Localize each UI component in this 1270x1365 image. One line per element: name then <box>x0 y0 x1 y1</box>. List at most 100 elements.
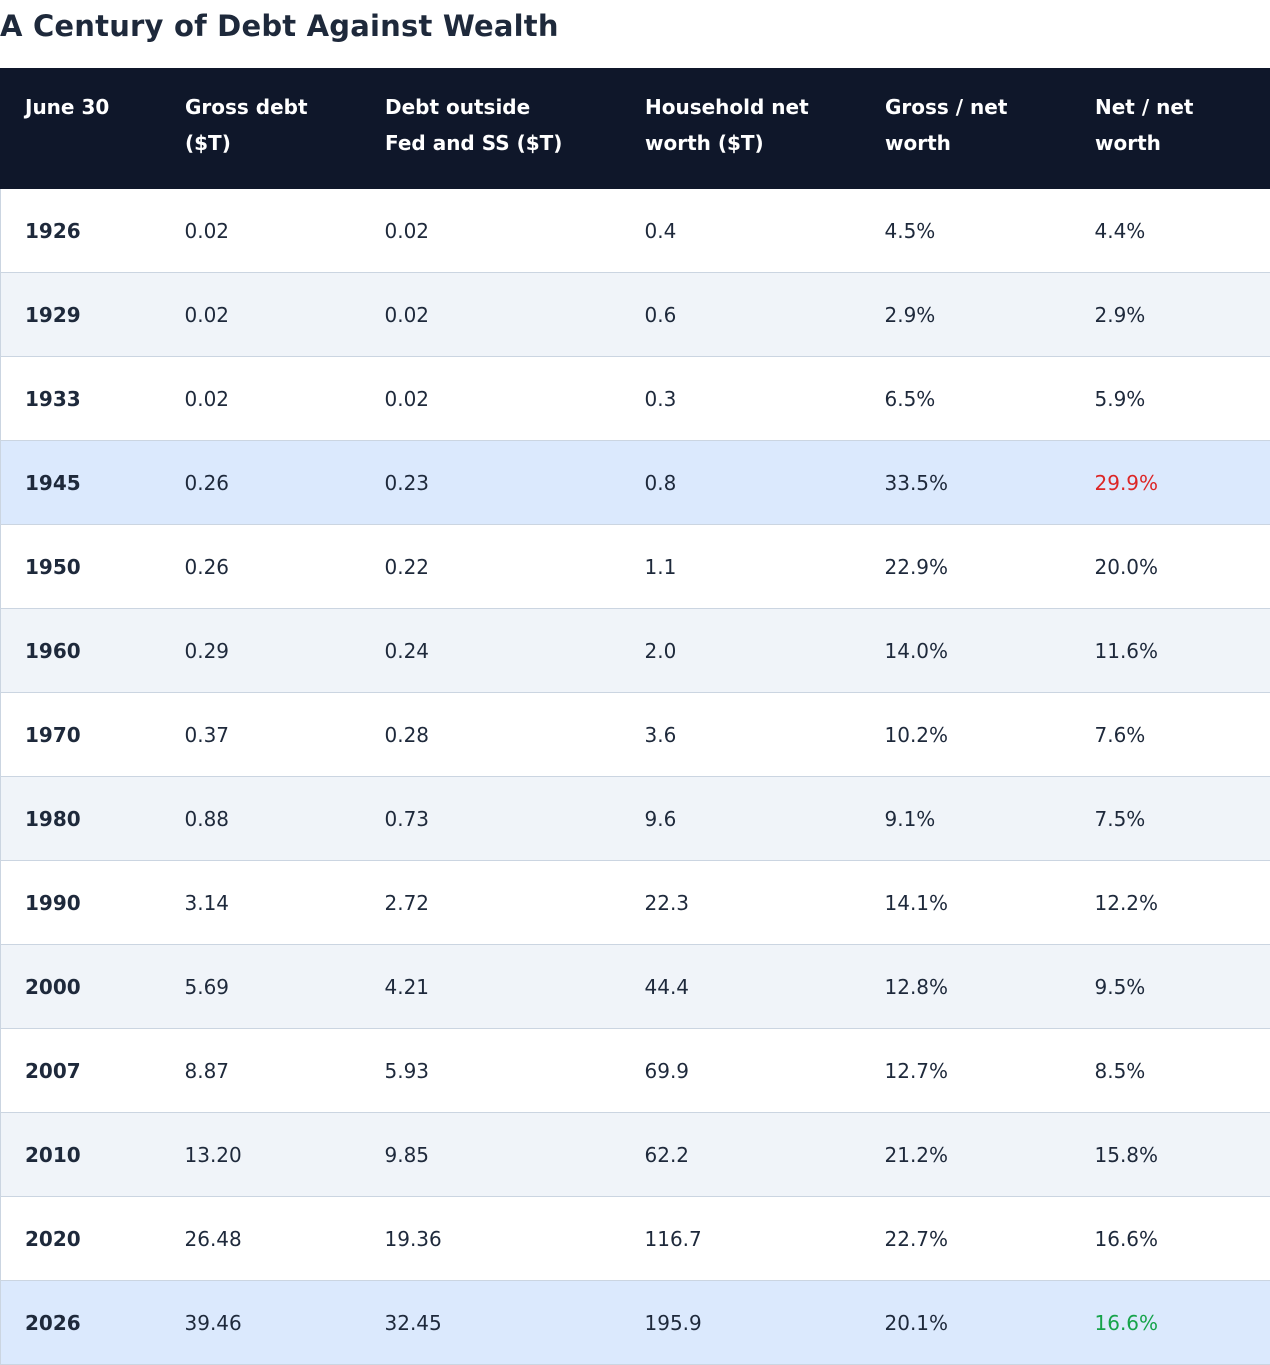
cell-household-net-worth: 62.2 <box>621 1113 861 1197</box>
cell-net-net-worth: 2.9% <box>1071 273 1270 357</box>
cell-gross-net-worth: 20.1% <box>861 1281 1071 1365</box>
cell-net-net-worth: 20.0% <box>1071 525 1270 609</box>
cell-gross-debt: 0.26 <box>161 441 361 525</box>
header-line: Fed and SS ($T) <box>385 125 596 161</box>
cell-household-net-worth: 0.6 <box>621 273 861 357</box>
cell-gross-net-worth: 33.5% <box>861 441 1071 525</box>
cell-year: 1990 <box>1 861 161 945</box>
cell-gross-net-worth: 10.2% <box>861 693 1071 777</box>
cell-debt-outside: 5.93 <box>361 1029 621 1113</box>
header-line: Gross / net <box>885 89 1046 125</box>
cell-net-net-worth: 16.6% <box>1071 1281 1270 1365</box>
cell-year: 1929 <box>1 273 161 357</box>
cell-gross-net-worth: 9.1% <box>861 777 1071 861</box>
cell-year: 1980 <box>1 777 161 861</box>
header-line: ($T) <box>185 125 336 161</box>
header-line: worth ($T) <box>645 125 836 161</box>
header-line: Debt outside <box>385 89 596 125</box>
header-gross-debt: Gross debt($T) <box>161 69 361 189</box>
cell-net-net-worth: 9.5% <box>1071 945 1270 1029</box>
cell-year: 1933 <box>1 357 161 441</box>
cell-gross-net-worth: 22.9% <box>861 525 1071 609</box>
cell-net-net-worth: 15.8% <box>1071 1113 1270 1197</box>
cell-gross-debt: 0.02 <box>161 273 361 357</box>
cell-gross-debt: 3.14 <box>161 861 361 945</box>
header-line: June 30 <box>25 89 136 125</box>
cell-year: 1970 <box>1 693 161 777</box>
cell-gross-debt: 8.87 <box>161 1029 361 1113</box>
cell-net-net-worth: 16.6% <box>1071 1197 1270 1281</box>
cell-debt-outside: 0.73 <box>361 777 621 861</box>
cell-gross-debt: 0.02 <box>161 189 361 273</box>
cell-net-net-worth: 4.4% <box>1071 189 1270 273</box>
cell-household-net-worth: 9.6 <box>621 777 861 861</box>
cell-debt-outside: 0.02 <box>361 357 621 441</box>
header-line: Household net <box>645 89 836 125</box>
header-june-30: June 30 <box>1 69 161 189</box>
cell-household-net-worth: 0.4 <box>621 189 861 273</box>
cell-gross-debt: 0.02 <box>161 357 361 441</box>
cell-net-net-worth: 7.6% <box>1071 693 1270 777</box>
cell-household-net-worth: 2.0 <box>621 609 861 693</box>
cell-year: 2020 <box>1 1197 161 1281</box>
cell-gross-debt: 5.69 <box>161 945 361 1029</box>
cell-gross-debt: 26.48 <box>161 1197 361 1281</box>
header-line: Gross debt <box>185 89 336 125</box>
cell-gross-net-worth: 14.1% <box>861 861 1071 945</box>
cell-year: 2000 <box>1 945 161 1029</box>
cell-household-net-worth: 116.7 <box>621 1197 861 1281</box>
cell-debt-outside: 0.24 <box>361 609 621 693</box>
cell-gross-debt: 0.37 <box>161 693 361 777</box>
cell-debt-outside: 0.02 <box>361 273 621 357</box>
cell-net-net-worth: 29.9% <box>1071 441 1270 525</box>
cell-net-net-worth: 11.6% <box>1071 609 1270 693</box>
cell-household-net-worth: 0.8 <box>621 441 861 525</box>
cell-gross-net-worth: 12.7% <box>861 1029 1071 1113</box>
cell-debt-outside: 0.28 <box>361 693 621 777</box>
cell-gross-net-worth: 4.5% <box>861 189 1071 273</box>
cell-year: 2010 <box>1 1113 161 1197</box>
cell-net-net-worth: 5.9% <box>1071 357 1270 441</box>
cell-gross-debt: 0.26 <box>161 525 361 609</box>
cell-debt-outside: 2.72 <box>361 861 621 945</box>
cell-gross-net-worth: 2.9% <box>861 273 1071 357</box>
cell-net-net-worth: 8.5% <box>1071 1029 1270 1113</box>
cell-gross-net-worth: 22.7% <box>861 1197 1071 1281</box>
cell-household-net-worth: 69.9 <box>621 1029 861 1113</box>
cell-net-net-worth: 7.5% <box>1071 777 1270 861</box>
cell-household-net-worth: 44.4 <box>621 945 861 1029</box>
cell-household-net-worth: 195.9 <box>621 1281 861 1365</box>
cell-household-net-worth: 3.6 <box>621 693 861 777</box>
cell-gross-net-worth: 12.8% <box>861 945 1071 1029</box>
cell-debt-outside: 19.36 <box>361 1197 621 1281</box>
cell-year: 1945 <box>1 441 161 525</box>
cell-net-net-worth: 12.2% <box>1071 861 1270 945</box>
cell-debt-outside: 0.02 <box>361 189 621 273</box>
page-title: A Century of Debt Against Wealth <box>0 8 559 44</box>
cell-household-net-worth: 0.3 <box>621 357 861 441</box>
header-line: worth <box>1095 125 1246 161</box>
header-line: worth <box>885 125 1046 161</box>
cell-year: 1926 <box>1 189 161 273</box>
cell-debt-outside: 4.21 <box>361 945 621 1029</box>
